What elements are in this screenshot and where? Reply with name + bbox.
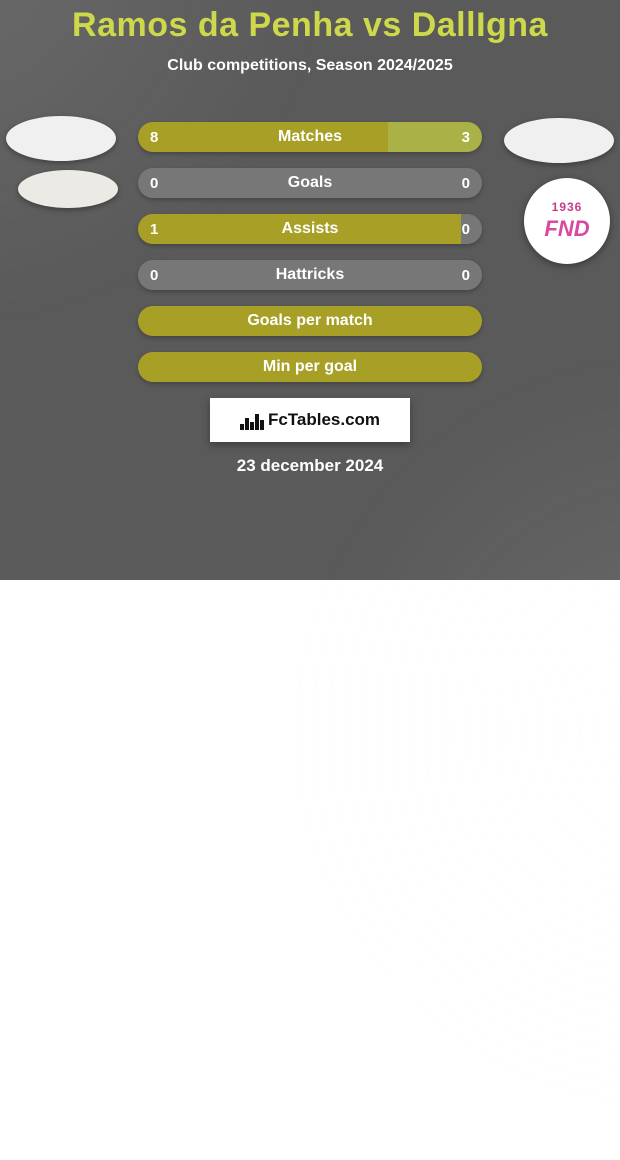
stat-label: Min per goal <box>263 358 357 376</box>
club-badge: 1936 FND <box>524 178 610 264</box>
stat-bar: 0Goals0 <box>138 168 482 198</box>
stat-bars: 8Matches30Goals01Assists00Hattricks0Goal… <box>138 122 482 398</box>
stat-label: Matches <box>138 128 482 146</box>
stat-value-right: 0 <box>462 267 470 284</box>
stat-bar: 8Matches3 <box>138 122 482 152</box>
club-badge-text: FND <box>544 216 589 242</box>
stat-value-right: 3 <box>462 129 470 146</box>
stat-bar: Goals per match <box>138 306 482 336</box>
stat-label: Assists <box>138 220 482 238</box>
date-text: 23 december 2024 <box>0 456 620 476</box>
page-subtitle: Club competitions, Season 2024/2025 <box>0 57 620 75</box>
stat-bar: 0Hattricks0 <box>138 260 482 290</box>
player-right-logo <box>504 118 614 163</box>
player-left-logo-2 <box>18 170 118 208</box>
fctables-text: FcTables.com <box>268 410 380 430</box>
stat-value-right: 0 <box>462 221 470 238</box>
stat-bar: 1Assists0 <box>138 214 482 244</box>
club-badge-year: 1936 <box>552 200 583 214</box>
stat-value-right: 0 <box>462 175 470 192</box>
player-left-logo <box>6 116 116 161</box>
stat-bar: Min per goal <box>138 352 482 382</box>
content-root: Ramos da Penha vs DallIgna Club competit… <box>0 0 620 580</box>
fctables-watermark: FcTables.com <box>210 398 410 442</box>
stat-label: Hattricks <box>138 266 482 284</box>
stat-label: Goals per match <box>247 312 372 330</box>
stat-label: Goals <box>138 174 482 192</box>
barchart-icon <box>240 410 264 430</box>
page-title: Ramos da Penha vs DallIgna <box>0 0 620 45</box>
